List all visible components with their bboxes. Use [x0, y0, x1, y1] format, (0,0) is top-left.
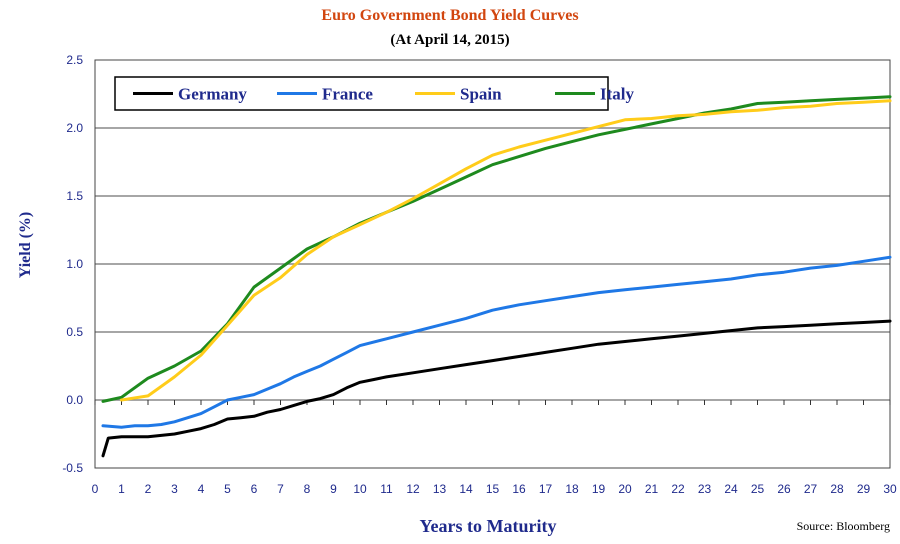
x-tick-label: 6 — [251, 482, 258, 496]
y-tick-label: 2.5 — [66, 53, 83, 67]
x-tick-label: 11 — [380, 482, 393, 496]
y-tick-label: -0.5 — [62, 461, 83, 475]
x-axis-label: Years to Maturity — [420, 516, 557, 536]
x-tick-label: 10 — [353, 482, 367, 496]
x-tick-label: 4 — [198, 482, 205, 496]
y-tick-label: 2.0 — [66, 121, 83, 135]
x-tick-label: 30 — [883, 482, 897, 496]
x-tick-label: 0 — [92, 482, 99, 496]
x-tick-label: 24 — [724, 482, 738, 496]
y-tick-label: 0.0 — [66, 393, 83, 407]
x-tick-label: 29 — [857, 482, 871, 496]
x-tick-label: 1 — [118, 482, 125, 496]
legend-box — [114, 76, 609, 111]
x-tick-label: 13 — [433, 482, 447, 496]
x-tick-label: 22 — [671, 482, 685, 496]
x-tick-label: 28 — [830, 482, 844, 496]
x-tick-label: 19 — [592, 482, 606, 496]
x-tick-label: 25 — [751, 482, 765, 496]
source-note: Source: Bloomberg — [797, 519, 890, 533]
y-axis-label: Yield (%) — [17, 212, 34, 279]
x-tick-label: 18 — [565, 482, 579, 496]
x-tick-label: 20 — [618, 482, 632, 496]
series-line-germany — [101, 319, 892, 458]
series-line-spain — [120, 99, 892, 402]
x-tick-label: 2 — [145, 482, 152, 496]
legend-label-italy: Italy — [600, 85, 635, 104]
y-tick-label: 1.0 — [66, 257, 83, 271]
series-lines — [101, 95, 892, 458]
y-tick-label: 0.5 — [66, 325, 83, 339]
x-tick-label: 9 — [330, 482, 337, 496]
legend-label-france: France — [322, 85, 373, 104]
x-tick-label: 7 — [277, 482, 284, 496]
x-tick-label: 14 — [459, 482, 473, 496]
x-tick-label: 26 — [777, 482, 791, 496]
x-tick-label: 27 — [804, 482, 818, 496]
x-tick-label: 16 — [512, 482, 526, 496]
x-tick-label: 23 — [698, 482, 712, 496]
x-tick-label: 5 — [224, 482, 231, 496]
x-tick-label: 17 — [539, 482, 553, 496]
legend-label-spain: Spain — [460, 85, 502, 104]
x-tick-label: 12 — [406, 482, 420, 496]
legend: Germany France Spain Italy — [114, 76, 635, 111]
x-tick-label: 15 — [486, 482, 500, 496]
series-line-france — [101, 255, 892, 429]
plot-area-border — [94, 59, 891, 469]
chart-title: Euro Government Bond Yield Curves — [321, 7, 578, 24]
series-line-italy — [101, 95, 892, 403]
x-tick-label: 8 — [304, 482, 311, 496]
chart-subtitle: (At April 14, 2015) — [390, 32, 509, 48]
y-axis-ticks: -0.5 0.0 0.5 1.0 1.5 2.0 2.5 — [62, 53, 83, 475]
x-tick-label: 3 — [171, 482, 178, 496]
y-tick-label: 1.5 — [66, 189, 83, 203]
legend-label-germany: Germany — [178, 85, 247, 104]
x-axis-ticks: 0 1 2 3 4 5 6 7 8 9 10 11 12 13 14 15 16 17 18 19 20 21 22 23 24… — [92, 400, 897, 496]
x-tick-label: 21 — [645, 482, 659, 496]
